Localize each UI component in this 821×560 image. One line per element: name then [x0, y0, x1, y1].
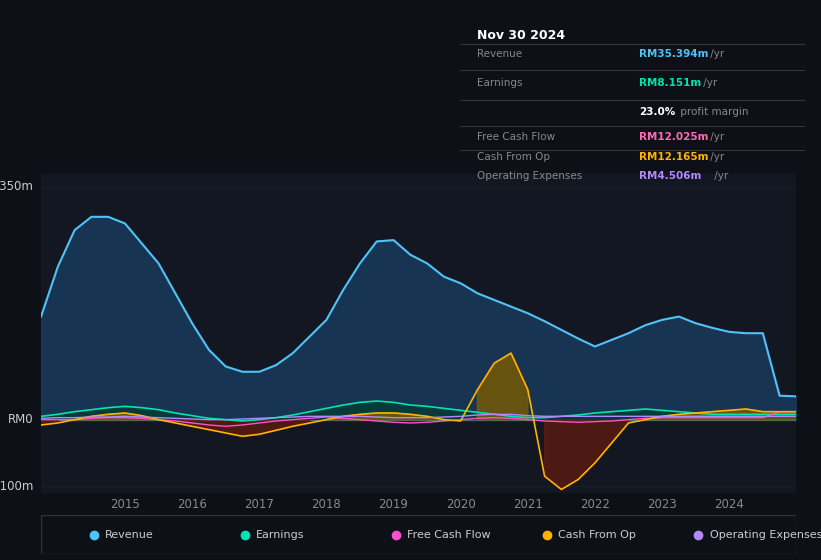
Text: Cash From Op: Cash From Op: [477, 152, 550, 162]
Text: 23.0%: 23.0%: [639, 107, 676, 117]
Text: /yr: /yr: [708, 49, 725, 59]
Text: RM0: RM0: [8, 413, 34, 426]
Text: RM8.151m: RM8.151m: [639, 78, 701, 87]
Text: /yr: /yr: [708, 132, 725, 142]
Text: Cash From Op: Cash From Op: [558, 530, 636, 540]
Text: RM350m: RM350m: [0, 180, 34, 193]
Text: RM12.025m: RM12.025m: [639, 132, 709, 142]
Text: Revenue: Revenue: [105, 530, 154, 540]
Text: Earnings: Earnings: [477, 78, 522, 87]
Text: Operating Expenses: Operating Expenses: [709, 530, 821, 540]
Text: /yr: /yr: [712, 171, 729, 180]
Text: /yr: /yr: [699, 78, 717, 87]
Text: Free Cash Flow: Free Cash Flow: [477, 132, 555, 142]
Text: profit margin: profit margin: [677, 107, 749, 117]
Text: RM35.394m: RM35.394m: [639, 49, 709, 59]
Text: Free Cash Flow: Free Cash Flow: [407, 530, 491, 540]
Text: Earnings: Earnings: [256, 530, 305, 540]
Text: RM4.506m: RM4.506m: [639, 171, 701, 180]
Text: Nov 30 2024: Nov 30 2024: [477, 29, 565, 42]
Text: Revenue: Revenue: [477, 49, 522, 59]
Text: -RM100m: -RM100m: [0, 480, 34, 493]
Text: Operating Expenses: Operating Expenses: [477, 171, 582, 180]
Text: /yr: /yr: [708, 152, 725, 162]
Text: RM12.165m: RM12.165m: [639, 152, 709, 162]
